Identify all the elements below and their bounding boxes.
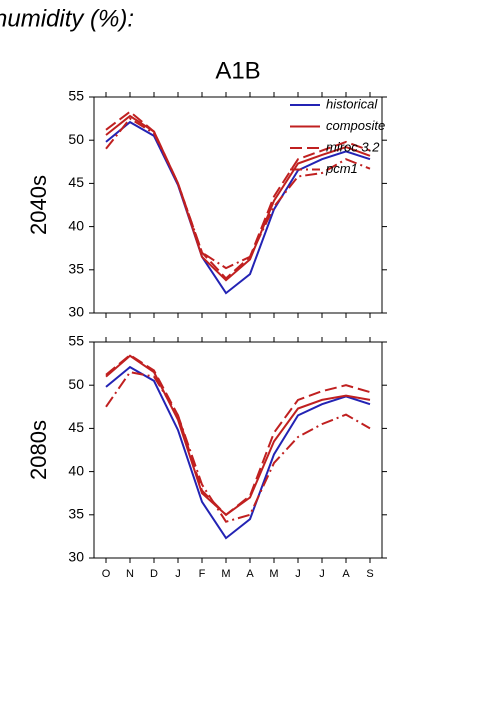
chart-subtitle: A1B bbox=[215, 57, 260, 84]
y-tick-label: 40 bbox=[68, 462, 84, 478]
y-axis-label: 2040s bbox=[26, 175, 51, 235]
x-tick-label: O bbox=[102, 568, 111, 580]
y-tick-label: 30 bbox=[68, 304, 84, 320]
x-tick-label: J bbox=[295, 568, 301, 580]
plot-frame bbox=[93, 341, 383, 559]
y-tick-label: 30 bbox=[68, 549, 84, 565]
x-tick-label: S bbox=[366, 568, 373, 580]
x-tick-label: D bbox=[150, 568, 158, 580]
series-line bbox=[105, 120, 371, 295]
x-tick-label: F bbox=[199, 568, 206, 580]
series-line bbox=[105, 371, 371, 523]
x-tick-label: A bbox=[246, 568, 254, 580]
legend-label: miroc 3.2 bbox=[326, 139, 380, 154]
x-tick-label: J bbox=[319, 568, 325, 580]
series-line bbox=[105, 110, 371, 280]
legend-label: composite bbox=[326, 118, 385, 133]
y-axis-label: 2080s bbox=[26, 420, 51, 480]
series-line bbox=[105, 353, 371, 517]
y-tick-label: 35 bbox=[68, 261, 84, 277]
y-tick-label: 55 bbox=[68, 333, 84, 349]
y-tick-label: 45 bbox=[68, 174, 84, 190]
y-tick-label: 45 bbox=[68, 419, 84, 435]
chart-title: humidity (%): bbox=[0, 5, 134, 32]
series-line bbox=[105, 117, 371, 270]
y-tick-label: 50 bbox=[68, 376, 84, 392]
legend-label: pcm1 bbox=[325, 161, 358, 176]
x-tick-label: J bbox=[175, 568, 181, 580]
x-tick-label: A bbox=[342, 568, 350, 580]
y-tick-label: 35 bbox=[68, 506, 84, 522]
legend-label: historical bbox=[326, 96, 378, 111]
y-tick-label: 55 bbox=[68, 88, 84, 104]
series-line bbox=[105, 365, 371, 540]
x-tick-label: M bbox=[269, 568, 278, 580]
series-line bbox=[105, 354, 371, 517]
plot-frame bbox=[93, 96, 383, 314]
y-tick-label: 40 bbox=[68, 217, 84, 233]
x-tick-label: N bbox=[126, 568, 134, 580]
y-tick-label: 50 bbox=[68, 131, 84, 147]
x-tick-label: M bbox=[221, 568, 230, 580]
